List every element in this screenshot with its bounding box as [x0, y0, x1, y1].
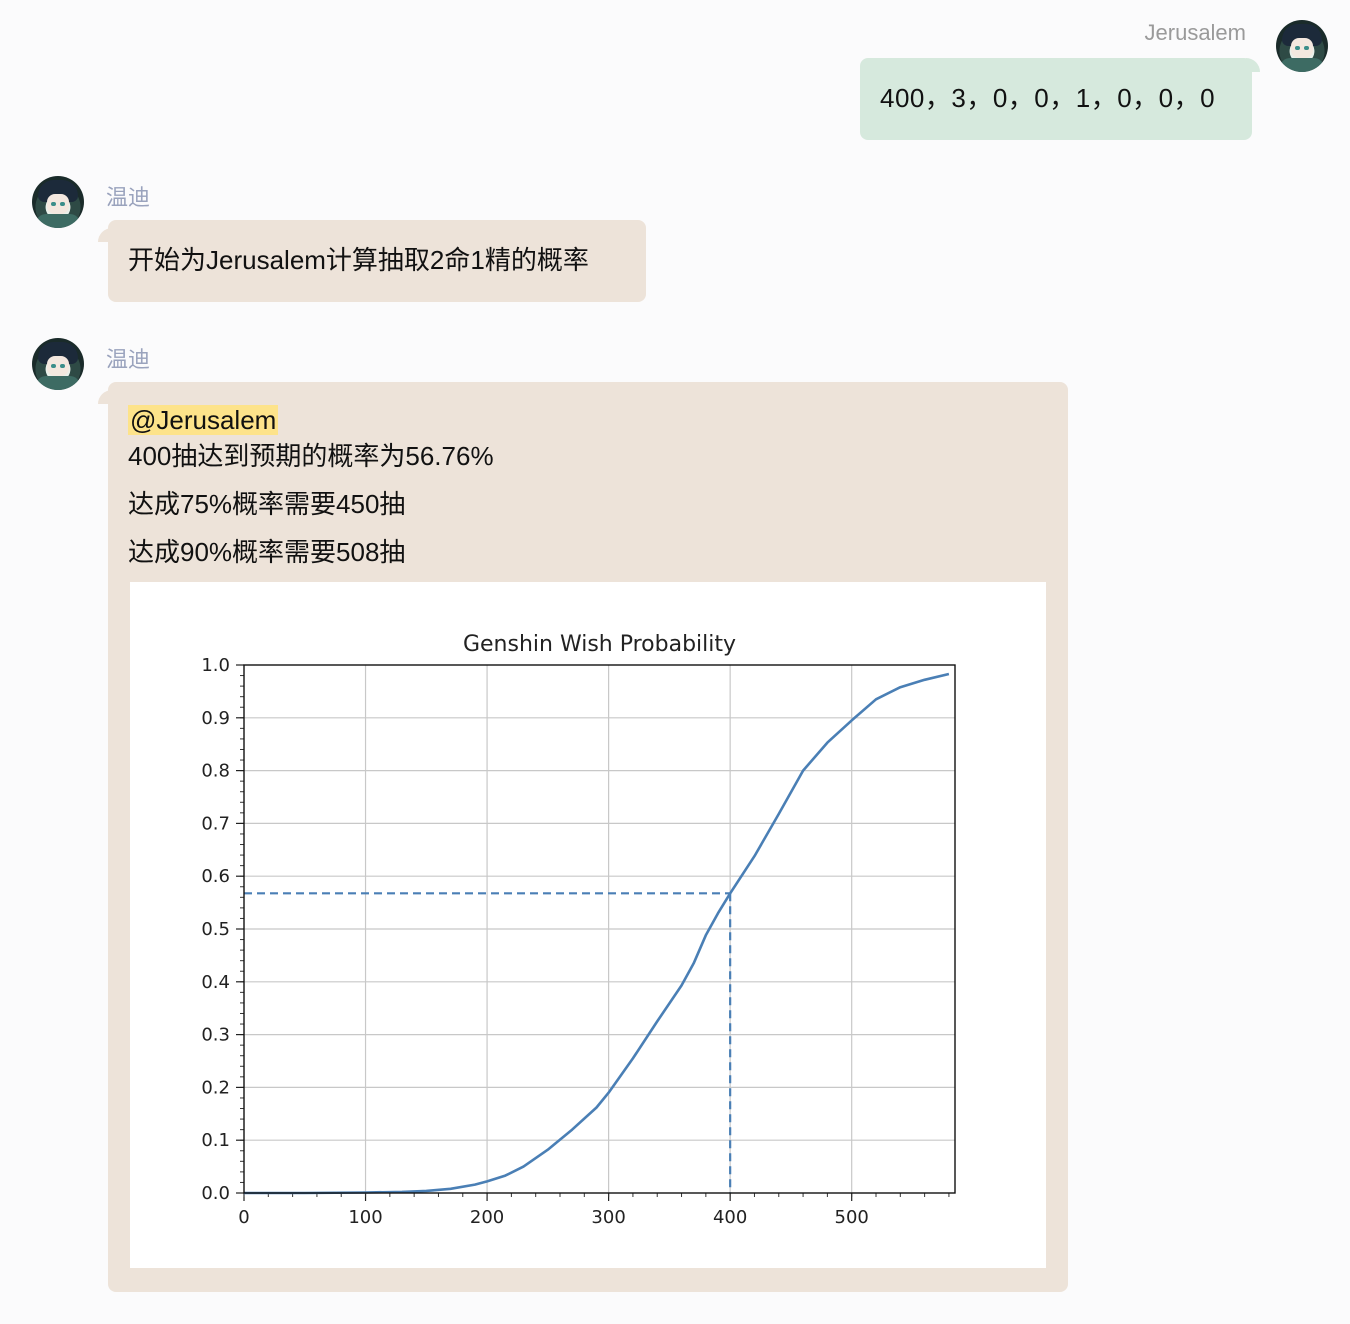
- result-line: 400抽达到预期的概率为56.76%: [128, 441, 494, 471]
- probability-chart: Genshin Wish Probability 0.0 0.1 0.2 0.3 0.4 0…: [201, 632, 956, 1228]
- bot-avatar[interactable]: [32, 176, 84, 228]
- x-tick-label: 100: [348, 1207, 382, 1228]
- x-tick-label: 400: [713, 1207, 747, 1228]
- result-line: 达成75%概率需要450抽: [128, 489, 406, 519]
- y-tick-label: 0.0: [201, 1183, 230, 1204]
- user-avatar[interactable]: [1276, 20, 1328, 72]
- message-text: 开始为Jerusalem计算抽取2命1精的概率: [128, 245, 589, 275]
- y-tick-label: 0.8: [201, 761, 230, 782]
- result-line: 达成90%概率需要508抽: [128, 537, 406, 567]
- user-message-bubble[interactable]: 400，3，0，0，1，0，0，0: [860, 58, 1252, 140]
- sender-name: Jerusalem: [1144, 20, 1246, 45]
- y-tick-label: 0.2: [201, 1077, 230, 1098]
- y-tick-label: 0.3: [201, 1025, 230, 1046]
- sender-name: 温迪: [106, 347, 151, 372]
- bot-avatar[interactable]: [32, 338, 84, 390]
- series-line: [244, 672, 950, 1195]
- sender-name: 温迪: [106, 185, 151, 210]
- y-tick-label: 0.7: [201, 813, 230, 834]
- chart-image[interactable]: Genshin Wish Probability 0.0 0.1 0.2 0.3 0.4 0…: [130, 582, 1046, 1268]
- chart-title: Genshin Wish Probability: [463, 632, 736, 657]
- y-tick-label: 0.4: [201, 972, 230, 993]
- x-tick-label: 200: [470, 1207, 504, 1228]
- plot-frame: [243, 664, 956, 1194]
- y-tick-label: 0.1: [201, 1130, 230, 1151]
- x-tick-label: 500: [835, 1207, 869, 1228]
- y-tick-label: 0.6: [201, 866, 230, 887]
- mention-tag[interactable]: @Jerusalem: [128, 405, 279, 435]
- y-tick-label: 0.9: [201, 708, 230, 729]
- mention-line: @Jerusalem: [128, 402, 494, 438]
- y-tick-label: 0.5: [201, 919, 230, 940]
- y-tick-label: 1.0: [201, 655, 230, 676]
- x-tick-label: 300: [591, 1207, 625, 1228]
- message-text: 400，3，0，0，1，0，0，0: [880, 83, 1216, 113]
- bot-message-bubble[interactable]: 开始为Jerusalem计算抽取2命1精的概率: [108, 220, 646, 302]
- x-tick-label: 0: [238, 1207, 249, 1228]
